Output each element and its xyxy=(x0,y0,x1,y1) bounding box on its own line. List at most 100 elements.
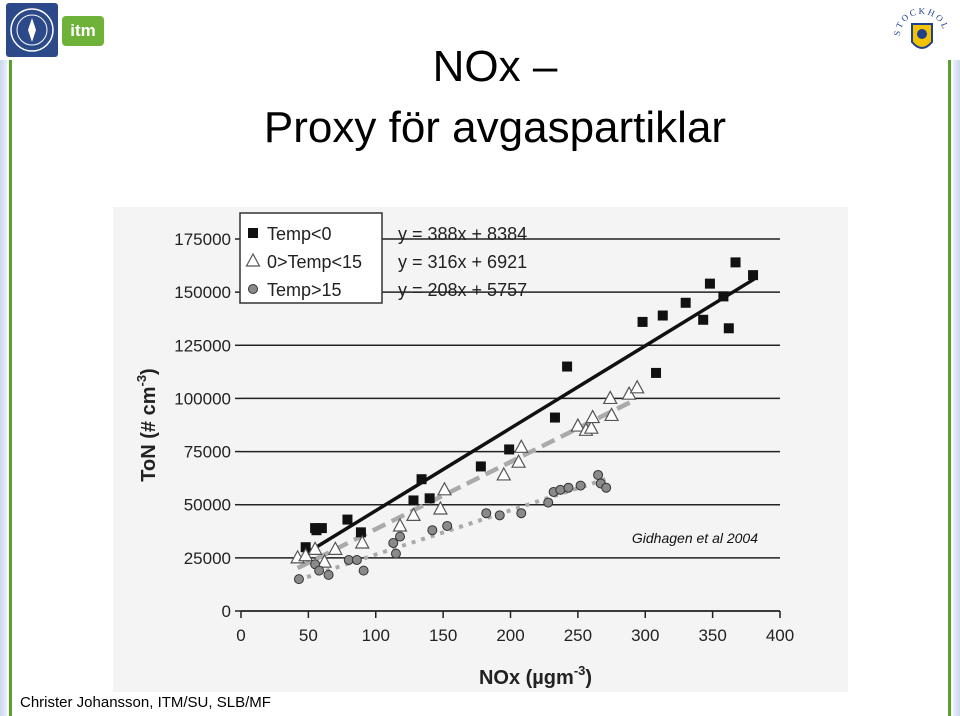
data-point-series-2 xyxy=(604,407,620,422)
data-point-series-3 xyxy=(516,508,527,519)
data-point-series-2 xyxy=(570,417,586,432)
left-accent-bar xyxy=(0,60,7,716)
data-point-series-3 xyxy=(427,525,438,536)
data-point-series-1 xyxy=(730,257,741,268)
y-tick-label: 100000 xyxy=(174,389,231,408)
legend-marker-3 xyxy=(248,284,258,294)
data-point-series-3 xyxy=(395,531,406,542)
data-point-series-2 xyxy=(432,500,448,515)
data-point-series-3 xyxy=(323,569,334,580)
data-point-series-1 xyxy=(549,412,560,423)
citation-annotation: Gidhagen et al 2004 xyxy=(632,530,758,546)
trendline-1 xyxy=(304,277,756,556)
data-point-series-2 xyxy=(436,481,452,496)
data-point-series-1 xyxy=(416,474,427,485)
y-tick-label: 25000 xyxy=(184,549,231,568)
data-point-series-2 xyxy=(496,466,512,481)
legend-box xyxy=(239,212,383,304)
chart-panel: 0 25000 50000 75000 100000 125000 150000 175000… xyxy=(113,207,848,692)
data-point-series-3 xyxy=(555,484,566,495)
y-axis-label: ToN (# cm-3) xyxy=(134,368,160,481)
x-tick-label: 400 xyxy=(766,626,794,645)
data-point-series-1 xyxy=(698,314,709,325)
equation-label-3: y = 208x + 5757 xyxy=(398,280,527,300)
data-point-series-2 xyxy=(585,409,601,424)
slide-title-line2: Proxy för avgaspartiklar xyxy=(263,103,727,152)
y-tick-label: 75000 xyxy=(184,443,231,462)
data-point-series-2 xyxy=(317,553,333,568)
data-point-series-2 xyxy=(327,541,343,555)
x-tick-label: 100 xyxy=(362,626,390,645)
right-green-stripe xyxy=(948,60,951,716)
x-tick-label: 200 xyxy=(496,626,524,645)
y-tick-label: 150000 xyxy=(174,283,231,302)
data-point-series-2 xyxy=(392,517,408,532)
data-point-series-2 xyxy=(583,419,599,434)
data-point-series-1 xyxy=(408,495,419,506)
data-point-series-1 xyxy=(748,270,759,281)
y-tick-label: 175000 xyxy=(174,230,231,249)
data-point-series-2 xyxy=(513,439,529,453)
data-point-series-3 xyxy=(543,497,554,508)
right-accent-bar xyxy=(953,60,960,716)
x-tick-label: 250 xyxy=(564,626,592,645)
data-point-series-1 xyxy=(657,310,668,321)
data-point-series-2 xyxy=(354,534,370,549)
data-point-series-3 xyxy=(293,574,304,585)
scatter-chart: 0 25000 50000 75000 100000 125000 150000 175000… xyxy=(134,212,794,689)
x-tick-label: 350 xyxy=(698,626,726,645)
data-point-series-1 xyxy=(723,323,734,334)
x-tick-label: 300 xyxy=(631,626,659,645)
data-point-series-1 xyxy=(562,361,573,372)
data-point-series-1 xyxy=(704,278,715,289)
x-tick-label: 0 xyxy=(236,626,245,645)
data-point-series-3 xyxy=(390,548,401,559)
data-point-series-1 xyxy=(504,444,515,455)
data-point-series-1 xyxy=(316,523,327,534)
y-tick-label: 125000 xyxy=(174,336,231,355)
y-tick-label: 50000 xyxy=(184,496,231,515)
data-point-series-3 xyxy=(601,482,612,493)
data-point-series-3 xyxy=(563,482,574,493)
left-green-stripe xyxy=(9,60,12,716)
legend-marker-1 xyxy=(248,228,258,238)
data-point-series-2 xyxy=(629,379,645,394)
stockholm-university-logo xyxy=(6,3,58,57)
legend-marker-2 xyxy=(245,252,261,267)
equation-label-1: y = 388x + 8384 xyxy=(398,224,527,244)
data-point-series-1 xyxy=(300,542,311,553)
y-tick-label: 0 xyxy=(222,602,231,621)
data-point-series-2 xyxy=(405,507,421,521)
x-axis-label: NOx (µgm-3) xyxy=(479,663,592,689)
data-point-series-3 xyxy=(314,565,325,576)
data-point-series-1 xyxy=(475,461,486,472)
slide-title-line1: NOx – xyxy=(432,42,558,91)
legend-label-3: Temp>15 xyxy=(267,280,342,300)
slide-footer: Christer Johansson, ITM/SU, SLB/MF xyxy=(20,694,271,711)
data-point-series-3 xyxy=(442,520,453,531)
x-tick-label: 50 xyxy=(299,626,318,645)
equation-label-2: y = 316x + 6921 xyxy=(398,252,527,272)
data-point-series-2 xyxy=(602,390,618,405)
data-point-series-3 xyxy=(481,508,492,519)
data-point-series-3 xyxy=(575,480,586,491)
data-point-series-1 xyxy=(680,297,691,308)
data-point-series-1 xyxy=(355,527,366,538)
stockholm-stad-logo: STOCKHOLMS STAD xyxy=(885,0,954,66)
data-point-series-2 xyxy=(511,453,527,468)
data-point-series-3 xyxy=(351,554,362,565)
data-point-series-3 xyxy=(494,510,505,521)
legend-label-1: Temp<0 xyxy=(267,224,332,244)
data-point-series-1 xyxy=(718,291,729,302)
data-point-series-2 xyxy=(307,541,323,555)
itm-logo: itm xyxy=(62,16,104,46)
data-point-series-1 xyxy=(424,493,435,504)
data-point-series-1 xyxy=(311,525,322,536)
data-point-series-3 xyxy=(358,565,369,576)
data-point-series-1 xyxy=(651,367,662,378)
data-point-series-3 xyxy=(593,469,604,480)
legend-label-2: 0>Temp<15 xyxy=(267,252,362,272)
data-point-series-3 xyxy=(388,537,399,548)
data-point-series-1 xyxy=(637,316,648,327)
x-tick-label: 150 xyxy=(429,626,457,645)
